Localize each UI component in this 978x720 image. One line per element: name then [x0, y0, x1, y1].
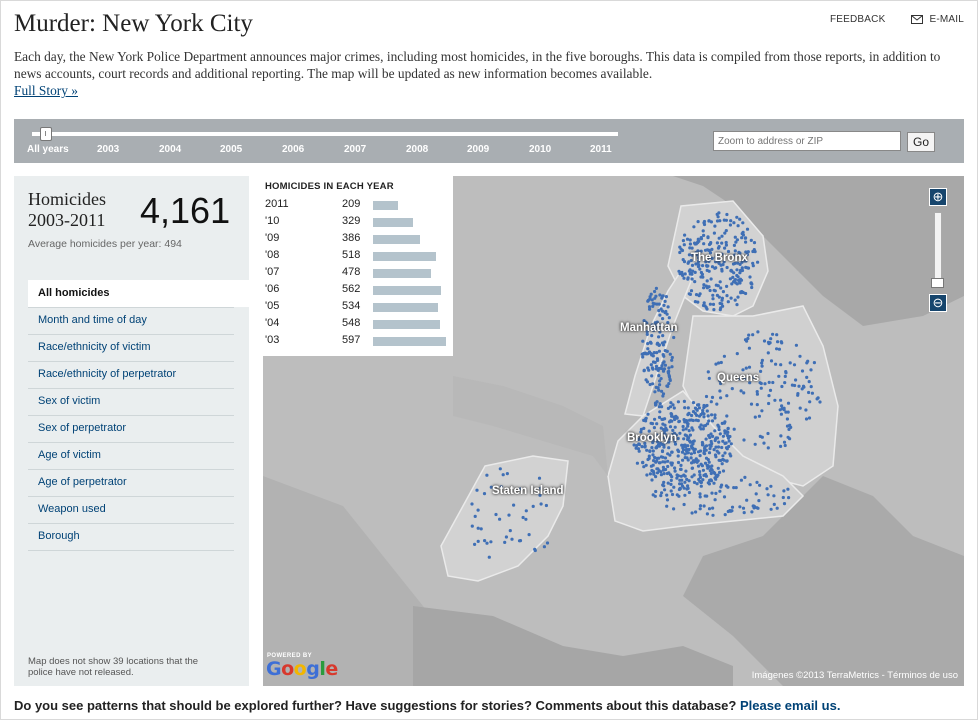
homicide-dots [470, 211, 822, 559]
year-2008[interactable]: 2008 [406, 144, 429, 155]
year-label: '08 [265, 249, 280, 261]
year-value: 548 [342, 317, 361, 329]
year-2006[interactable]: 2006 [282, 144, 305, 155]
year-2011[interactable]: 2011 [590, 144, 612, 155]
feedback-label: FEEDBACK [829, 14, 886, 25]
label-brooklyn: Brooklyn [627, 432, 677, 444]
label-bronx: The Bronx [691, 252, 748, 264]
homicides-total: 4,161 [140, 190, 231, 231]
label-manhattan: Manhattan [620, 322, 678, 334]
year-2004[interactable]: 2004 [159, 144, 182, 155]
year-all[interactable]: All years [27, 144, 69, 155]
email-link[interactable]: E-MAIL [911, 14, 964, 25]
map-canvas[interactable] [263, 176, 964, 686]
map-footnote: Map does not show 39 locations that the … [28, 656, 199, 678]
timeline-thumb[interactable] [40, 127, 52, 141]
year-label: '07 [265, 266, 280, 278]
year-bar [373, 269, 431, 278]
tools-bar: FEEDBACK E-MAIL [830, 14, 964, 25]
year-bar [373, 286, 441, 295]
go-button[interactable]: Go [907, 132, 935, 152]
year-label: '05 [265, 300, 280, 312]
year-label: '04 [265, 317, 280, 329]
homicides-heading: Homicides [28, 189, 106, 209]
year-bar [373, 201, 398, 210]
year-bar [373, 235, 420, 244]
year-bar [373, 320, 440, 329]
email-us-link[interactable]: Please email us. [739, 698, 841, 713]
menu-sex-perpetrator[interactable]: Sex of perpetrator [28, 415, 234, 442]
menu-month-time[interactable]: Month and time of day [28, 307, 234, 334]
zoom-out-icon: ⊖ [932, 295, 944, 310]
staten-island-landmass [440, 455, 569, 582]
year-2009[interactable]: 2009 [467, 144, 490, 155]
year-label: '09 [265, 232, 280, 244]
year-2005[interactable]: 2005 [220, 144, 243, 155]
sidebar: Homicides 2003-2011 4,161 Average homici… [14, 176, 249, 686]
map-attribution[interactable]: Imágenes ©2013 TerraMetrics - Términos d… [751, 670, 958, 681]
year-label: '10 [265, 215, 280, 227]
menu-age-victim[interactable]: Age of victim [28, 442, 234, 469]
year-value: 386 [342, 232, 361, 244]
envelope-icon [911, 15, 924, 24]
map-zoom-control: ⊕ ⊖ [928, 188, 950, 312]
page-title: Murder: New York City [14, 10, 253, 37]
feedback-prompt: Do you see patterns that should be explo… [14, 698, 840, 713]
homicide-map[interactable]: HOMICIDES IN EACH YEAR 2011 209 '10 329 '09 3… [263, 176, 964, 686]
timeline-track[interactable] [32, 132, 618, 136]
menu-all-homicides[interactable]: All homicides [28, 280, 249, 307]
year-value: 562 [342, 283, 361, 295]
google-logo[interactable]: Google [266, 658, 338, 680]
full-story-link[interactable]: Full Story » [14, 83, 78, 98]
menu-weapon[interactable]: Weapon used [28, 496, 234, 523]
zoom-in-button[interactable]: ⊕ [929, 188, 947, 206]
label-staten-island: Staten Island [492, 485, 564, 497]
email-label: E-MAIL [929, 14, 964, 25]
menu-age-perpetrator[interactable]: Age of perpetrator [28, 469, 234, 496]
feedback-question: Do you see patterns that should be explo… [14, 698, 737, 713]
chart-title: HOMICIDES IN EACH YEAR [265, 181, 394, 192]
powered-by-label: POWERED BY [267, 653, 313, 659]
zoom-in-icon: ⊕ [932, 189, 944, 204]
year-label: 2011 [265, 198, 289, 210]
year-bar [373, 337, 446, 346]
year-value: 209 [342, 198, 361, 210]
year-bar [373, 252, 436, 261]
year-timeline: All years 2003 2004 2005 2006 2007 2008 … [14, 119, 964, 163]
year-2010[interactable]: 2010 [529, 144, 552, 155]
menu-sex-victim[interactable]: Sex of victim [28, 388, 234, 415]
zoom-slider-track[interactable] [934, 212, 942, 286]
year-value: 534 [342, 300, 361, 312]
zoom-slider-handle[interactable] [931, 278, 944, 288]
year-value: 597 [342, 334, 361, 346]
year-value: 329 [342, 215, 361, 227]
year-2003[interactable]: 2003 [97, 144, 120, 155]
average-per-year: Average homicides per year: 494 [28, 238, 182, 250]
feedback-link[interactable]: FEEDBACK [830, 14, 886, 25]
zoom-address-input[interactable] [713, 131, 901, 151]
year-label: '06 [265, 283, 280, 295]
menu-race-victim[interactable]: Race/ethnicity of victim [28, 334, 234, 361]
intro-text: Each day, the New York Police Department… [14, 49, 941, 81]
homicides-years: 2003-2011 [28, 210, 106, 230]
year-2007[interactable]: 2007 [344, 144, 367, 155]
year-value: 478 [342, 266, 361, 278]
label-queens: Queens [717, 372, 760, 384]
year-value: 518 [342, 249, 361, 261]
filter-menu: All homicides Month and time of day Race… [28, 280, 249, 551]
menu-race-perpetrator[interactable]: Race/ethnicity of perpetrator [28, 361, 234, 388]
year-bar [373, 303, 438, 312]
zoom-out-button[interactable]: ⊖ [929, 294, 947, 312]
homicides-by-year-panel: HOMICIDES IN EACH YEAR 2011 209 '10 329 '09 3… [263, 176, 453, 356]
year-label: '03 [265, 334, 280, 346]
year-bar [373, 218, 413, 227]
menu-borough[interactable]: Borough [28, 523, 234, 551]
